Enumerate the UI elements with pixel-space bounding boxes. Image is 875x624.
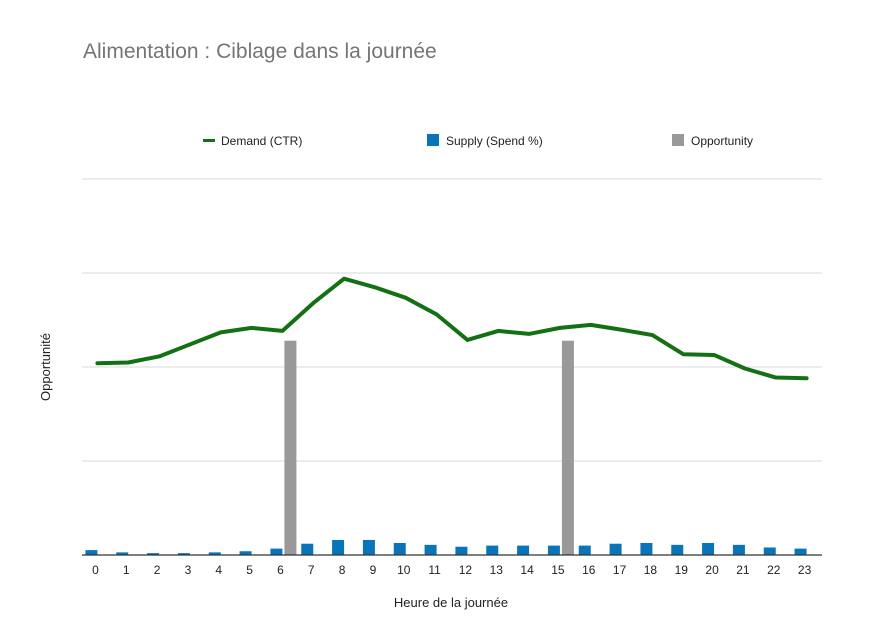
x-tick-label: 3 (185, 563, 192, 577)
supply-bar[interactable] (732, 544, 745, 555)
supply-bar[interactable] (517, 545, 530, 555)
x-tick-label: 17 (613, 563, 627, 577)
x-tick-label: 1 (123, 563, 130, 577)
supply-bar[interactable] (177, 553, 190, 555)
legend-label-demand: Demand (CTR) (221, 134, 302, 148)
legend: Demand (CTR) Supply (Spend %) Opportunit… (203, 134, 753, 148)
legend-swatch-demand (203, 139, 215, 142)
x-tick-label: 10 (397, 563, 411, 577)
legend-item-supply[interactable]: Supply (Spend %) (427, 134, 543, 148)
supply-bar[interactable] (270, 548, 283, 555)
x-tick-label: 15 (551, 563, 565, 577)
supply-bar[interactable] (393, 542, 406, 555)
legend-item-opportunity[interactable]: Opportunity (672, 134, 753, 148)
supply-bar[interactable] (332, 539, 345, 555)
supply-bar[interactable] (116, 552, 129, 555)
supply-bar[interactable] (424, 544, 437, 555)
supply-bar[interactable] (239, 551, 252, 555)
supply-bar[interactable] (208, 552, 221, 555)
x-tick-label: 12 (459, 563, 473, 577)
y-axis-label: Opportunité (38, 333, 53, 401)
legend-label-opportunity: Opportunity (691, 134, 753, 148)
chart-title: Alimentation : Ciblage dans la journée (83, 40, 437, 63)
x-tick-label: 6 (277, 563, 284, 577)
x-axis-label: Heure de la journée (394, 595, 508, 610)
supply-bar[interactable] (640, 542, 653, 555)
x-tick-label: 2 (154, 563, 161, 577)
supply-bar[interactable] (763, 547, 776, 555)
x-tick-label: 14 (520, 563, 534, 577)
x-tick-label: 18 (644, 563, 658, 577)
x-tick-labels: 0 1 2 3 4 5 6 7 8 9 10 11 12 13 14 15 16 17 18 19 20 21 22 23 (92, 563, 812, 577)
x-tick-label: 5 (246, 563, 253, 577)
supply-bar[interactable] (702, 542, 715, 555)
x-tick-label: 22 (767, 563, 781, 577)
demand-line (95, 276, 809, 381)
supply-bar[interactable] (455, 546, 468, 555)
x-tick-label: 21 (736, 563, 750, 577)
x-tick-label: 16 (582, 563, 596, 577)
x-tick-label: 19 (675, 563, 689, 577)
legend-swatch-opportunity (672, 134, 684, 146)
supply-bar[interactable] (671, 544, 684, 555)
opportunity-bar[interactable] (561, 340, 574, 555)
x-tick-label: 23 (798, 563, 812, 577)
supply-bar[interactable] (147, 553, 160, 555)
x-tick-label: 4 (215, 563, 222, 577)
supply-bar[interactable] (794, 548, 807, 555)
x-tick-label: 0 (92, 563, 99, 577)
supply-bars (85, 539, 807, 555)
legend-label-supply: Supply (Spend %) (446, 134, 543, 148)
opportunity-bars (284, 340, 574, 555)
supply-bar[interactable] (486, 545, 499, 555)
supply-bar[interactable] (609, 543, 622, 555)
x-tick-label: 7 (308, 563, 315, 577)
x-tick-label: 8 (339, 563, 346, 577)
supply-bar[interactable] (578, 545, 591, 555)
gridlines (82, 178, 822, 462)
legend-swatch-supply (427, 134, 439, 146)
supply-bar[interactable] (301, 543, 314, 555)
x-tick-label: 11 (428, 563, 441, 577)
supply-bar[interactable] (547, 545, 560, 555)
supply-bar[interactable] (85, 550, 98, 555)
legend-item-demand[interactable]: Demand (CTR) (203, 134, 302, 148)
opportunity-bar[interactable] (284, 340, 297, 555)
x-tick-label: 9 (370, 563, 377, 577)
x-tick-label: 13 (490, 563, 504, 577)
x-tick-label: 20 (705, 563, 719, 577)
supply-bar[interactable] (362, 539, 375, 555)
